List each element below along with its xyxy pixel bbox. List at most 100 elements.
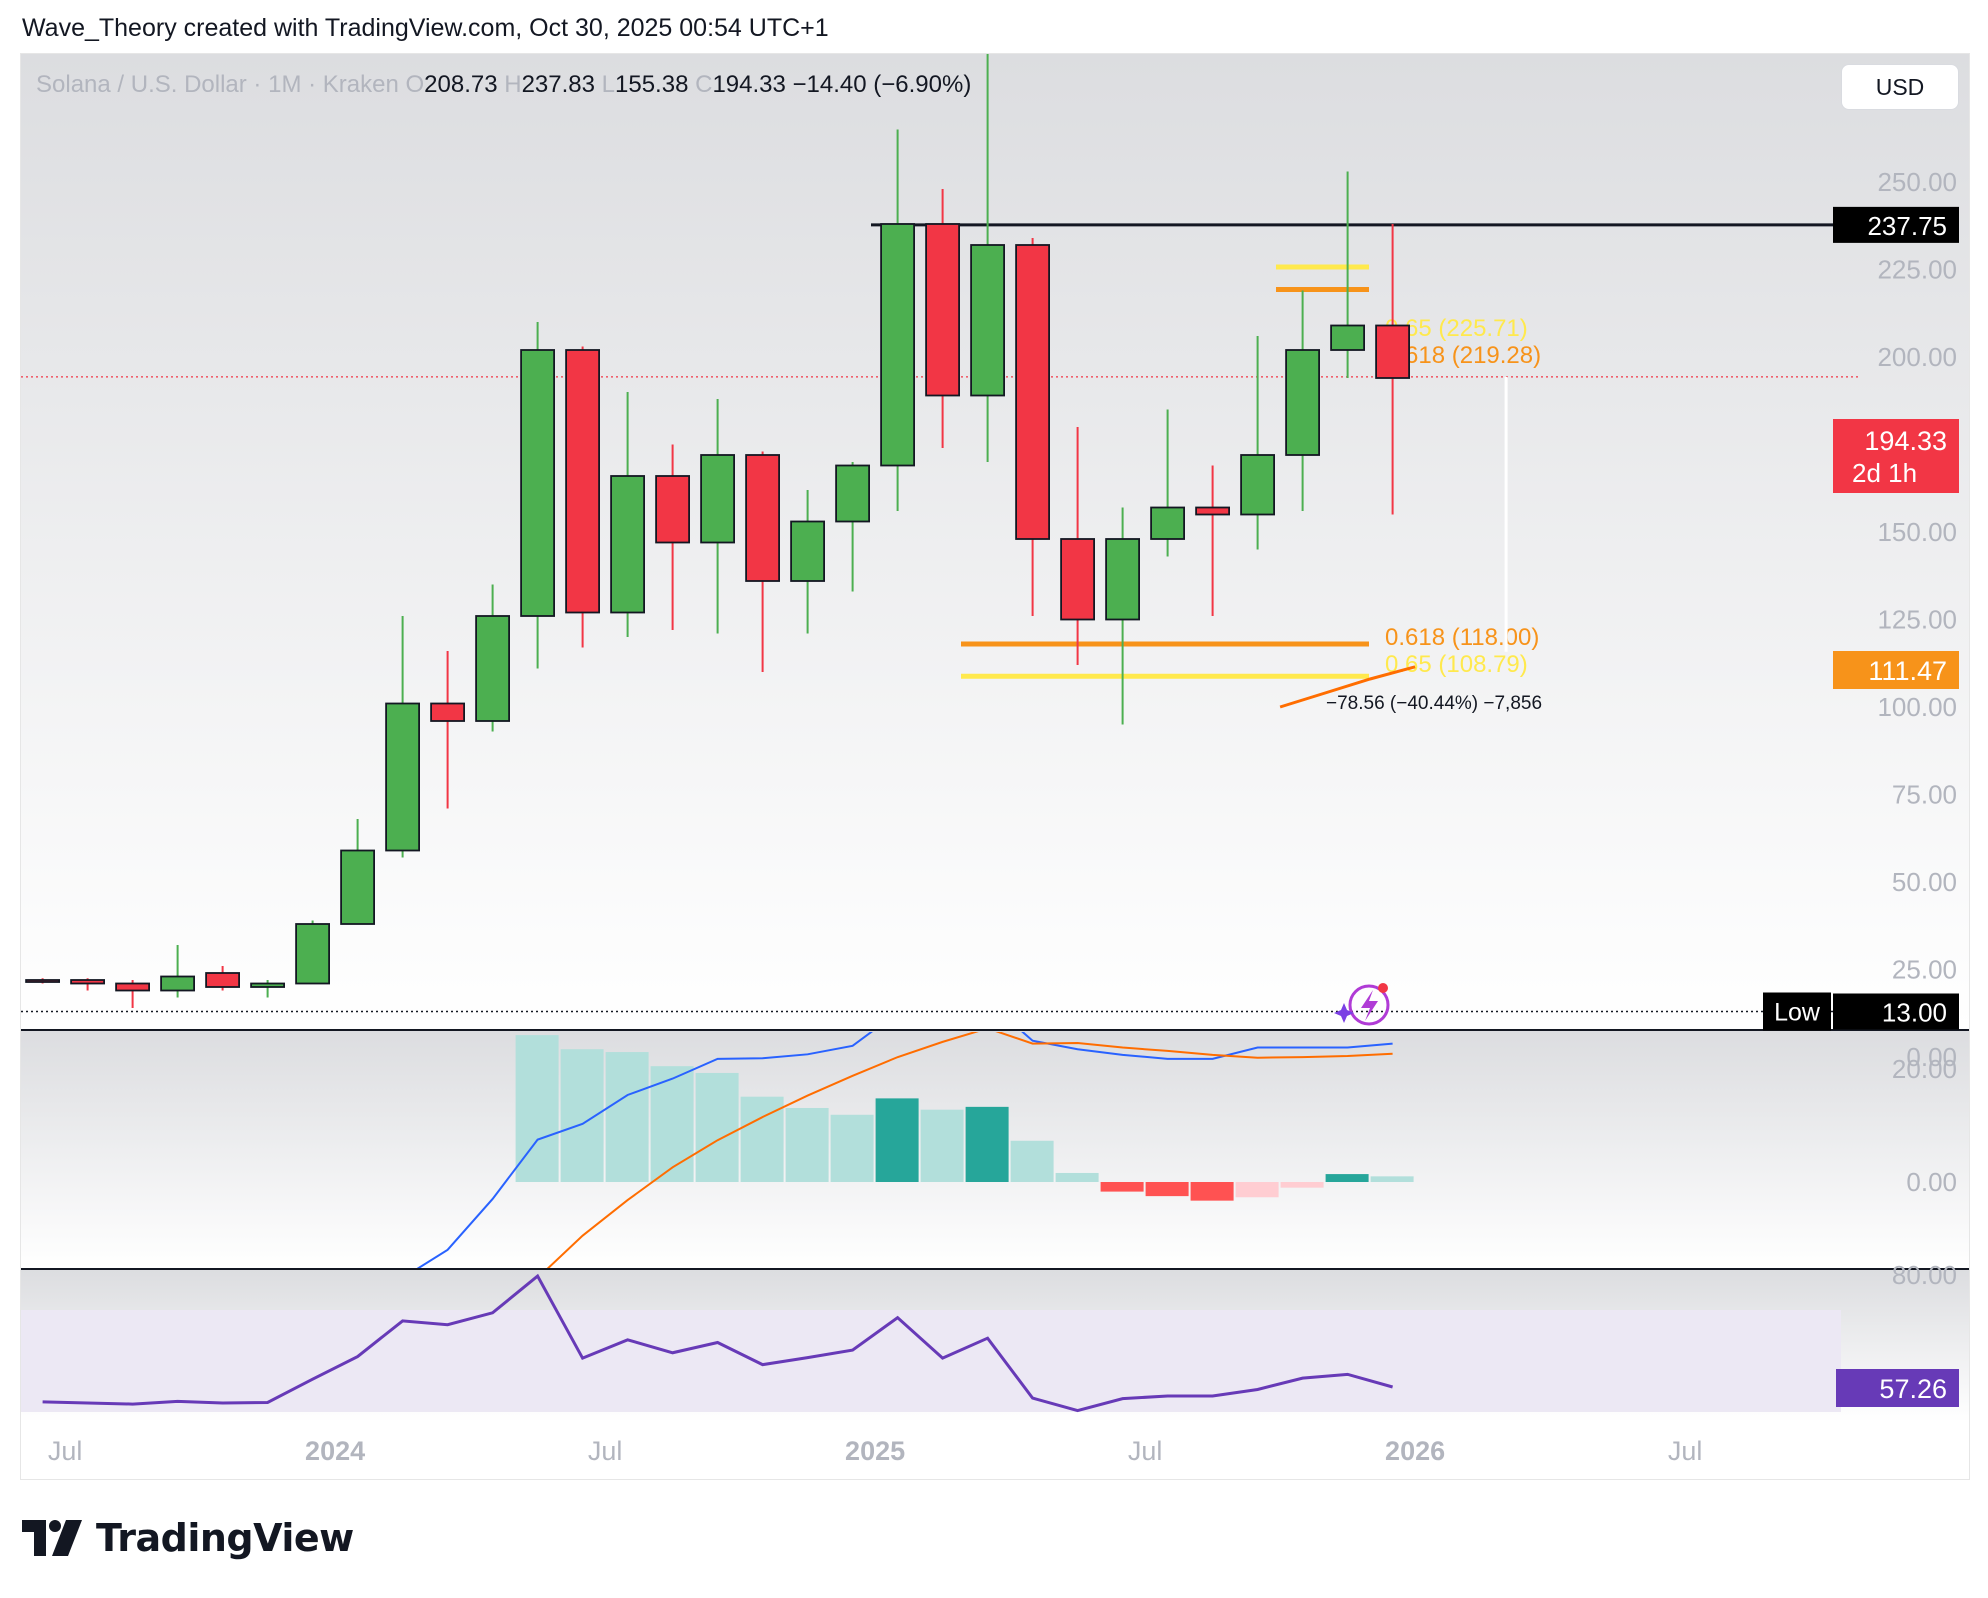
candle-body <box>655 475 690 544</box>
macd-histogram-bar <box>515 1035 559 1182</box>
macd-histogram-bar <box>1100 1182 1144 1192</box>
price-tick-label: 125.00 <box>1877 605 1957 635</box>
candle-body <box>565 349 600 614</box>
price-tick-label: 50.00 <box>1892 867 1957 897</box>
countdown-text: 2d 1h <box>1852 458 1917 488</box>
macd-histogram-bar <box>965 1106 1009 1182</box>
macd-histogram-bar <box>1190 1182 1234 1201</box>
candle-body <box>70 979 105 985</box>
current-price-badge <box>1833 419 1959 493</box>
candle-body <box>835 464 870 523</box>
candle-body <box>745 454 780 582</box>
price-tick-label: 100.00 <box>1877 692 1957 722</box>
candle-body <box>1375 324 1410 379</box>
low-value: 155.38 <box>615 71 689 98</box>
brand-name: TradingView <box>96 1516 354 1560</box>
change-value: −14.40 (−6.90%) <box>792 71 972 98</box>
rsi-tick-label: 80.00 <box>1892 1260 1957 1290</box>
candle-body <box>1150 506 1185 540</box>
time-axis-label: Jul <box>1668 1436 1703 1466</box>
time-axis-label: Jul <box>48 1436 83 1466</box>
price-tick-label: 250.00 <box>1877 167 1957 197</box>
open-label: O <box>405 71 425 98</box>
rsi-value-badge <box>1836 1369 1959 1407</box>
candle-body <box>700 454 735 544</box>
chart-caption: Wave_Theory created with TradingView.com… <box>22 14 829 42</box>
macd-histogram-bar <box>920 1109 964 1182</box>
time-axis-label: 2026 <box>1385 1436 1445 1466</box>
chart-canvas[interactable]: 275.00250.00225.00200.00175.00150.00125.… <box>21 54 1969 1479</box>
candle-body <box>205 972 241 988</box>
candle-body <box>1285 349 1320 456</box>
fib-level-label: 0.618 (219.28) <box>1385 342 1541 369</box>
tradingview-logo-icon <box>22 1520 82 1556</box>
candle-body <box>430 702 466 722</box>
candle-body <box>340 849 376 925</box>
symbol-legend: Solana / U.S. Dollar · 1M · Kraken O208.… <box>36 71 971 99</box>
macd-histogram-bar <box>1235 1182 1279 1198</box>
candle-body <box>25 979 60 983</box>
level-tag-badge <box>1763 992 1831 1031</box>
candle-body <box>115 982 150 992</box>
current-price-text: 194.33 <box>1864 426 1947 456</box>
signal-line <box>546 1032 1393 1268</box>
macd-histogram-bar <box>695 1072 739 1182</box>
level-tag-text: Low <box>1774 999 1821 1027</box>
candle-body <box>880 223 915 467</box>
symbol-name: Solana / U.S. Dollar · 1M · Kraken <box>36 71 399 98</box>
price-tick-label: 25.00 <box>1892 955 1957 985</box>
candle-body <box>385 702 421 852</box>
candle-body <box>520 349 556 617</box>
macd-histogram-bar <box>650 1066 694 1182</box>
rsi-pane <box>42 1273 1394 1413</box>
time-axis-label: Jul <box>588 1436 623 1466</box>
macd-histogram-bar <box>875 1098 919 1182</box>
notification-dot-icon <box>1378 983 1388 993</box>
lightning-bolt-icon <box>1361 990 1378 1021</box>
macd-pane <box>416 1032 1414 1268</box>
rsi-line <box>42 1273 1394 1413</box>
macd-histogram-bar <box>785 1107 829 1182</box>
sparkle-icon <box>1334 1003 1354 1023</box>
high-value: 237.83 <box>521 71 595 98</box>
level-price-badge <box>1833 993 1959 1030</box>
time-axis-label: 2024 <box>305 1436 365 1466</box>
high-label: H <box>504 71 522 98</box>
candle-body <box>1105 538 1140 621</box>
candle-body <box>1060 538 1095 621</box>
price-tick-label: 200.00 <box>1877 342 1957 372</box>
candle-body <box>250 982 286 988</box>
price-tick-label: 75.00 <box>1892 780 1957 810</box>
fib-level-label: 0.618 (118.00) <box>1385 624 1539 651</box>
open-value: 208.73 <box>424 71 498 98</box>
price-tick-label: 150.00 <box>1877 517 1957 547</box>
candle-body <box>610 475 645 614</box>
currency-button[interactable]: USD <box>1841 64 1959 110</box>
macd-tick-label: 0.00 <box>1906 1167 1957 1197</box>
fib-level-label: 0.65 (108.79) <box>1385 651 1528 678</box>
low-label: L <box>601 71 616 98</box>
moving-average-value: 111.47 <box>1868 656 1947 686</box>
macd-histogram-bar <box>1010 1140 1054 1182</box>
macd-histogram-bar <box>605 1052 649 1182</box>
macd-histogram-bar <box>1145 1182 1189 1197</box>
macd-tick-label: 20.00 <box>1892 1054 1957 1084</box>
candle-body <box>970 244 1005 397</box>
candle-body <box>1015 244 1050 540</box>
candle-body <box>160 975 196 992</box>
macd-histogram-bar <box>830 1114 874 1182</box>
time-axis-label: Jul <box>1128 1436 1163 1466</box>
moving-average-badge <box>1833 651 1959 689</box>
macd-histogram-bar <box>1055 1172 1099 1182</box>
time-axis-label: 2025 <box>845 1436 905 1466</box>
candle-body <box>925 223 960 397</box>
close-value: 194.33 <box>712 71 786 98</box>
rsi-band <box>21 1310 1841 1412</box>
measure-label: −78.56 (−40.44%) −7,856 <box>1326 693 1542 714</box>
price-tick-label: 0.00 <box>1906 1042 1957 1072</box>
candle-body <box>295 923 331 985</box>
level-price-text: 237.75 <box>1867 211 1947 241</box>
footer-brand[interactable]: TradingView <box>22 1516 354 1560</box>
chart-area[interactable]: 275.00250.00225.00200.00175.00150.00125.… <box>20 53 1970 1480</box>
moving-average-line <box>1279 665 1416 709</box>
